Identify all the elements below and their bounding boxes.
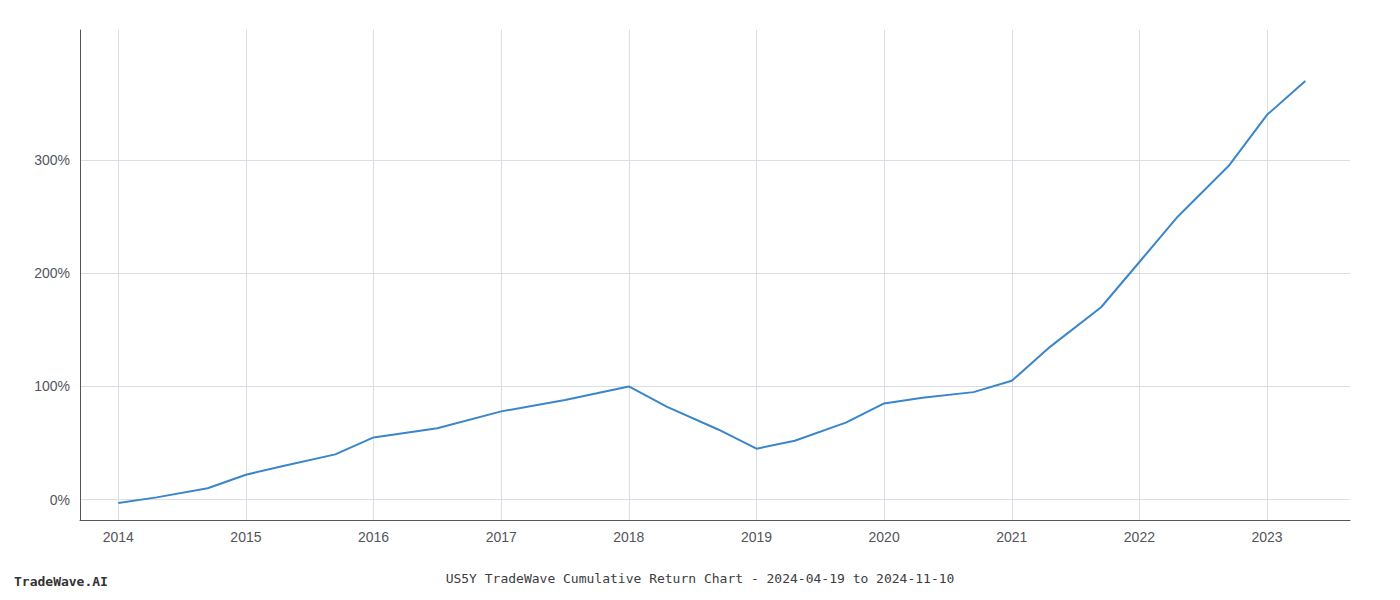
svg-text:2018: 2018 — [613, 529, 644, 545]
svg-text:TradeWave.AI: TradeWave.AI — [14, 574, 108, 589]
svg-text:0%: 0% — [50, 492, 70, 508]
svg-text:300%: 300% — [34, 152, 70, 168]
svg-text:2016: 2016 — [358, 529, 389, 545]
svg-text:100%: 100% — [34, 378, 70, 394]
svg-text:2017: 2017 — [486, 529, 517, 545]
svg-text:US5Y TradeWave Cumulative Retu: US5Y TradeWave Cumulative Return Chart -… — [446, 571, 955, 586]
svg-text:2019: 2019 — [741, 529, 772, 545]
svg-text:2021: 2021 — [996, 529, 1027, 545]
svg-text:200%: 200% — [34, 265, 70, 281]
svg-text:2015: 2015 — [230, 529, 261, 545]
svg-text:2022: 2022 — [1124, 529, 1155, 545]
svg-text:2014: 2014 — [103, 529, 134, 545]
svg-text:2020: 2020 — [869, 529, 900, 545]
svg-text:2023: 2023 — [1251, 529, 1282, 545]
